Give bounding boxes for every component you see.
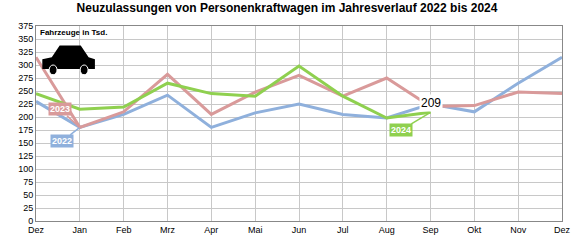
- svg-text:Mrz: Mrz: [160, 225, 175, 235]
- svg-text:300: 300: [18, 60, 33, 70]
- svg-text:Dez: Dez: [28, 225, 45, 235]
- svg-text:225: 225: [18, 99, 33, 109]
- svg-text:75: 75: [23, 177, 33, 187]
- svg-text:100: 100: [18, 164, 33, 174]
- svg-text:Fahrzeuge in Tsd.: Fahrzeuge in Tsd.: [40, 28, 107, 37]
- svg-text:175: 175: [18, 125, 33, 135]
- svg-text:325: 325: [18, 47, 33, 57]
- svg-text:200: 200: [18, 112, 33, 122]
- svg-text:Jan: Jan: [73, 225, 88, 235]
- svg-text:350: 350: [18, 34, 33, 44]
- svg-text:125: 125: [18, 151, 33, 161]
- svg-text:Jul: Jul: [337, 225, 349, 235]
- svg-text:0: 0: [28, 216, 33, 226]
- svg-text:150: 150: [18, 138, 33, 148]
- svg-text:Jun: Jun: [292, 225, 307, 235]
- svg-text:Feb: Feb: [116, 225, 132, 235]
- svg-text:375: 375: [18, 21, 33, 31]
- svg-text:250: 250: [18, 86, 33, 96]
- svg-text:25: 25: [23, 203, 33, 213]
- svg-text:Mai: Mai: [248, 225, 263, 235]
- svg-text:Dez: Dez: [554, 225, 571, 235]
- svg-text:2022: 2022: [52, 136, 72, 146]
- svg-text:Aug: Aug: [379, 225, 395, 235]
- svg-text:2023: 2023: [50, 104, 70, 114]
- svg-text:50: 50: [23, 190, 33, 200]
- svg-text:209: 209: [421, 96, 441, 110]
- svg-text:275: 275: [18, 73, 33, 83]
- svg-text:Okt: Okt: [467, 225, 482, 235]
- svg-text:Apr: Apr: [204, 225, 218, 235]
- svg-text:Neuzulassungen von Personenkra: Neuzulassungen von Personenkraftwagen im…: [77, 1, 498, 15]
- svg-text:2024: 2024: [391, 125, 411, 135]
- svg-text:Sep: Sep: [422, 225, 438, 235]
- svg-text:Nov: Nov: [510, 225, 527, 235]
